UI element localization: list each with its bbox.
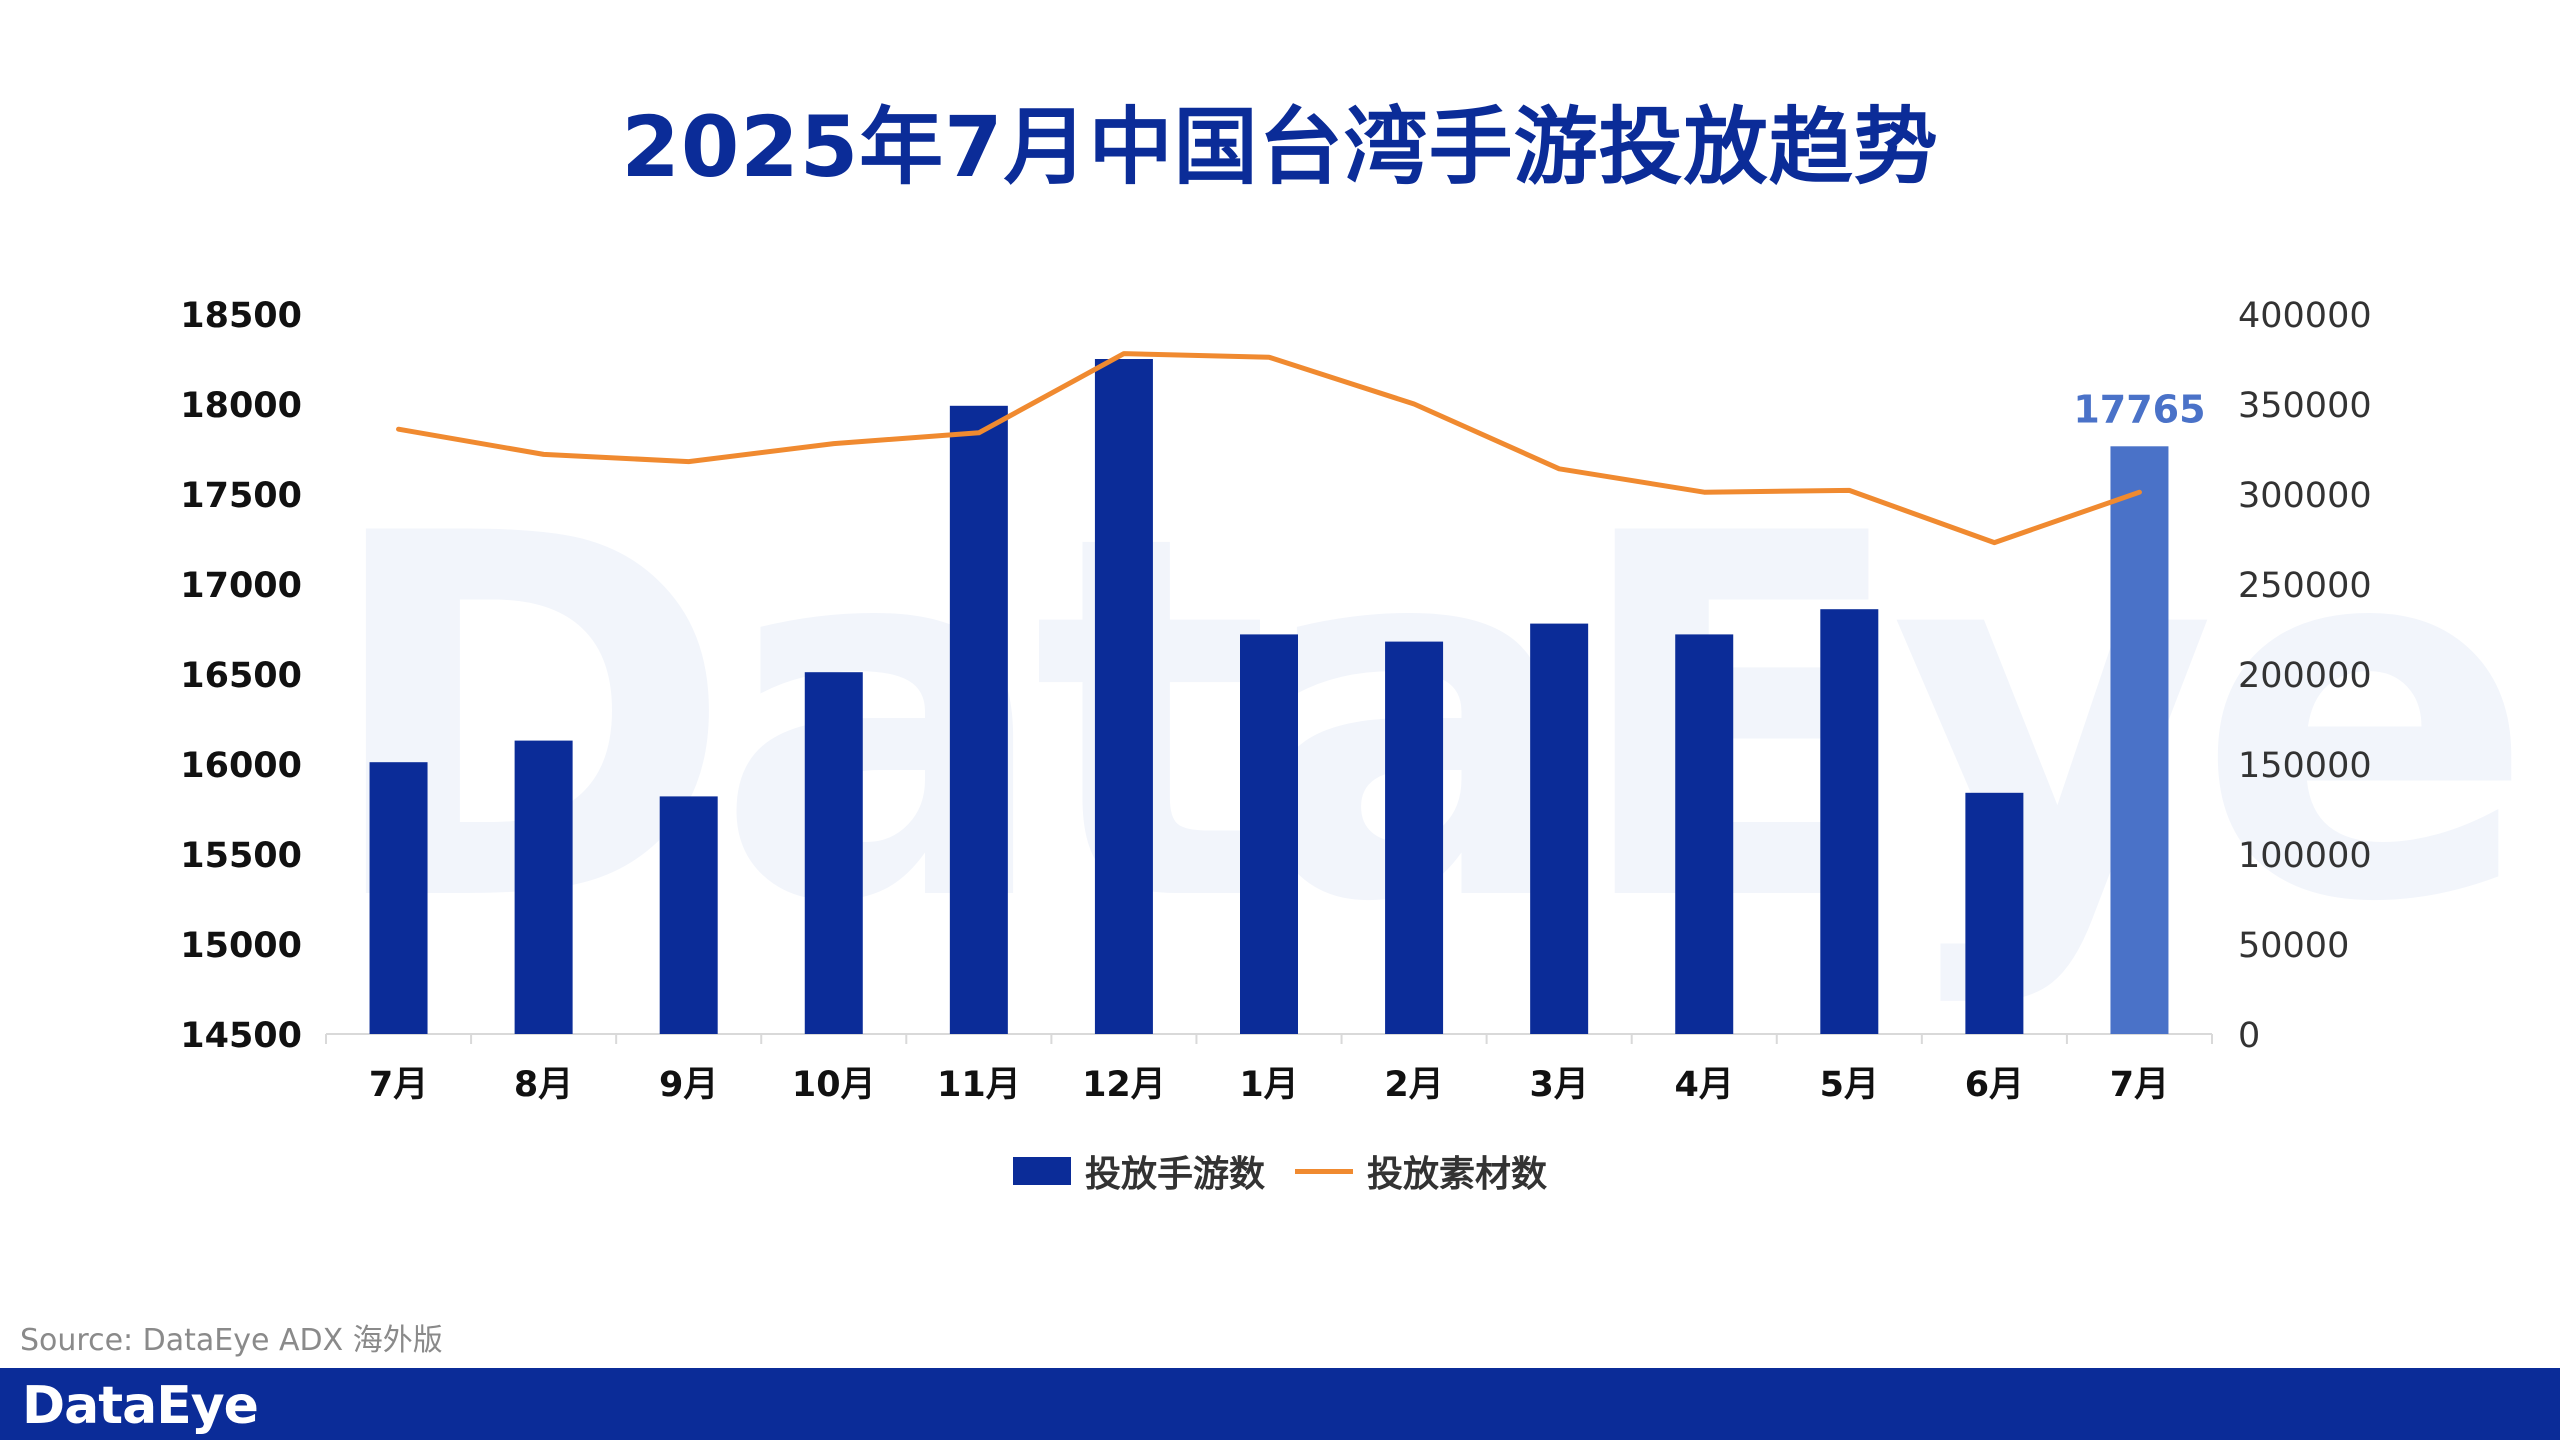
- bar: [369, 762, 428, 1034]
- bar: [949, 405, 1008, 1034]
- x-tick-label: 5月: [1820, 1065, 1879, 1105]
- x-tick-label: 9月: [659, 1065, 718, 1105]
- x-tick-label: 7月: [2110, 1065, 2169, 1105]
- x-tick-label: 2月: [1384, 1065, 1443, 1105]
- x-tick-label: 6月: [1965, 1065, 2024, 1105]
- x-tick-label: 7月: [369, 1065, 428, 1105]
- footer-logo: DataEye: [22, 1376, 259, 1436]
- chart-title: 2025年7月中国台湾手游投放趋势: [621, 98, 1939, 196]
- y-left-tick-label: 18500: [180, 296, 302, 336]
- x-tick-label: 8月: [514, 1065, 573, 1105]
- y-left-tick-label: 16000: [180, 746, 302, 786]
- bar: [514, 740, 573, 1034]
- bar: [1530, 623, 1589, 1034]
- y-right-tick-label: 400000: [2238, 296, 2372, 336]
- y-left-tick-label: 14500: [180, 1016, 302, 1056]
- bar: [2110, 446, 2169, 1034]
- bar: [1385, 641, 1444, 1034]
- bar: [1240, 634, 1298, 1034]
- legend-item-bar[interactable]: 投放手游数: [1012, 1145, 1265, 1197]
- x-tick-label: 3月: [1529, 1065, 1588, 1105]
- y-left-tick-label: 18000: [180, 386, 302, 426]
- y-left-tick-label: 17000: [180, 566, 302, 606]
- y-right-tick-label: 0: [2238, 1016, 2260, 1056]
- bar: [804, 672, 863, 1034]
- line-series: [396, 351, 2142, 546]
- legend-bar-swatch: [1012, 1157, 1071, 1185]
- x-tick-label: 11月: [937, 1065, 1021, 1105]
- x-tick-label: 4月: [1675, 1065, 1734, 1105]
- legend-label-bar: 投放手游数: [1084, 1154, 1265, 1195]
- legend-line-swatch: [1295, 1168, 1353, 1174]
- y-right-tick-label: 200000: [2238, 656, 2372, 696]
- bar: [1094, 359, 1153, 1034]
- bar: [1820, 609, 1879, 1034]
- y-right-tick-label: 300000: [2238, 476, 2372, 516]
- y-left-tick-label: 16500: [180, 656, 302, 696]
- y-left-tick-label: 17500: [180, 476, 302, 516]
- y-right-tick-label: 100000: [2238, 836, 2372, 876]
- bar: [659, 796, 718, 1034]
- x-tick-label: 12月: [1082, 1065, 1166, 1105]
- y-left-tick-label: 15000: [180, 926, 302, 966]
- source-note: Source: DataEye ADX 海外版: [20, 1323, 443, 1358]
- footer-bar: DataEye: [0, 1368, 2560, 1440]
- x-tick-label: 10月: [792, 1065, 876, 1105]
- data-label: 17765: [2073, 387, 2205, 431]
- x-tick-label: 1月: [1239, 1065, 1298, 1105]
- y-right-tick-label: 350000: [2238, 386, 2372, 426]
- y-left-tick-label: 15500: [180, 836, 302, 876]
- legend: 投放手游数 投放素材数: [0, 1145, 2560, 1197]
- legend-item-line[interactable]: 投放素材数: [1295, 1145, 1547, 1197]
- y-right-tick-label: 150000: [2238, 746, 2372, 786]
- y-right-tick-label: 50000: [2238, 926, 2349, 966]
- bar: [1965, 792, 2024, 1034]
- legend-label-line: 投放素材数: [1367, 1154, 1548, 1195]
- bar: [1675, 634, 1734, 1034]
- y-right-tick-label: 250000: [2238, 566, 2372, 606]
